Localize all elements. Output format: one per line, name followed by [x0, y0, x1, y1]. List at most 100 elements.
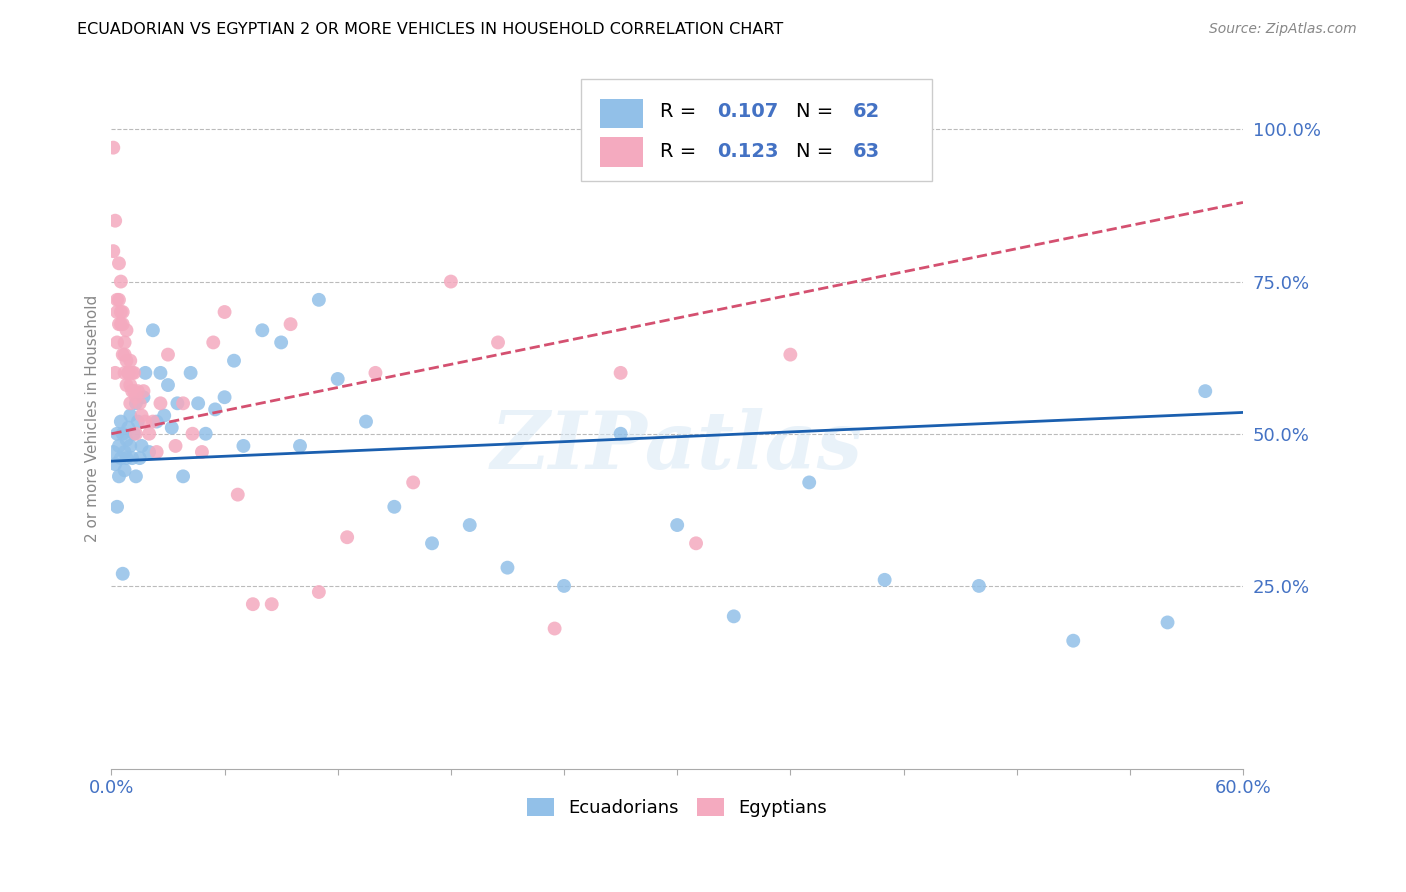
Point — [104, 213, 127, 227]
Point — [382, 500, 405, 514]
Point — [270, 335, 292, 350]
Text: N =: N = — [796, 142, 839, 161]
Point — [131, 439, 153, 453]
Point — [202, 335, 225, 350]
Point — [125, 390, 148, 404]
Point — [128, 451, 150, 466]
Point — [111, 426, 134, 441]
Text: ECUADORIAN VS EGYPTIAN 2 OR MORE VEHICLES IN HOUSEHOLD CORRELATION CHART: ECUADORIAN VS EGYPTIAN 2 OR MORE VEHICLE… — [77, 22, 783, 37]
Point — [105, 500, 128, 514]
Point — [114, 366, 136, 380]
Point — [280, 317, 302, 331]
Point — [108, 469, 131, 483]
Point — [160, 420, 183, 434]
Text: 63: 63 — [852, 142, 880, 161]
Text: 0.123: 0.123 — [717, 142, 779, 161]
Point — [458, 518, 481, 533]
Point — [149, 396, 172, 410]
Point — [153, 409, 176, 423]
Point — [145, 415, 167, 429]
Point — [125, 426, 148, 441]
Point — [242, 597, 264, 611]
Point — [543, 622, 565, 636]
Text: N =: N = — [796, 103, 839, 121]
Point — [122, 426, 145, 441]
Point — [105, 335, 128, 350]
Point — [145, 445, 167, 459]
Point — [114, 348, 136, 362]
Point — [117, 420, 139, 434]
Point — [110, 305, 132, 319]
Point — [666, 518, 689, 533]
Point — [115, 433, 138, 447]
Point — [105, 305, 128, 319]
Point — [308, 293, 330, 307]
Point — [142, 415, 165, 429]
Point — [402, 475, 425, 490]
Point — [336, 530, 359, 544]
Point — [420, 536, 443, 550]
Point — [191, 445, 214, 459]
Point — [181, 426, 204, 441]
Point — [132, 384, 155, 398]
Point — [1194, 384, 1216, 398]
Point — [110, 275, 132, 289]
Point — [1156, 615, 1178, 630]
Point — [121, 384, 143, 398]
Point — [117, 366, 139, 380]
Point — [214, 390, 236, 404]
Point — [122, 384, 145, 398]
Point — [288, 439, 311, 453]
Text: 0.107: 0.107 — [717, 103, 778, 121]
Point — [121, 366, 143, 380]
Point — [103, 244, 125, 259]
Point — [326, 372, 349, 386]
Bar — [600, 99, 644, 128]
Point — [128, 396, 150, 410]
Point — [609, 366, 631, 380]
Point — [105, 293, 128, 307]
Point — [1062, 633, 1084, 648]
Point — [115, 353, 138, 368]
Point — [222, 353, 245, 368]
Point — [120, 409, 142, 423]
Point — [486, 335, 509, 350]
Point — [779, 348, 801, 362]
Point — [108, 439, 131, 453]
Point — [138, 445, 160, 459]
Point — [125, 469, 148, 483]
Point — [723, 609, 745, 624]
Point — [172, 469, 194, 483]
FancyBboxPatch shape — [581, 79, 932, 180]
Point — [115, 323, 138, 337]
Point — [114, 463, 136, 477]
Point — [180, 366, 202, 380]
Point — [252, 323, 274, 337]
Point — [105, 426, 128, 441]
Legend: Ecuadorians, Egyptians: Ecuadorians, Egyptians — [520, 790, 835, 824]
Point — [308, 585, 330, 599]
Point — [214, 305, 236, 319]
Point — [111, 317, 134, 331]
Point — [165, 439, 187, 453]
Point — [496, 560, 519, 574]
Point — [440, 275, 463, 289]
Text: Source: ZipAtlas.com: Source: ZipAtlas.com — [1209, 22, 1357, 37]
Point — [226, 488, 249, 502]
Point — [110, 317, 132, 331]
Point — [131, 409, 153, 423]
Point — [120, 439, 142, 453]
Point — [125, 396, 148, 410]
Point — [149, 366, 172, 380]
Point — [114, 335, 136, 350]
Point — [104, 366, 127, 380]
Point — [172, 396, 194, 410]
Point — [553, 579, 575, 593]
Point — [187, 396, 209, 410]
Point — [156, 348, 179, 362]
Point — [104, 457, 127, 471]
Point — [232, 439, 254, 453]
Point — [364, 366, 387, 380]
Point — [166, 396, 188, 410]
Y-axis label: 2 or more Vehicles in Household: 2 or more Vehicles in Household — [86, 295, 100, 542]
